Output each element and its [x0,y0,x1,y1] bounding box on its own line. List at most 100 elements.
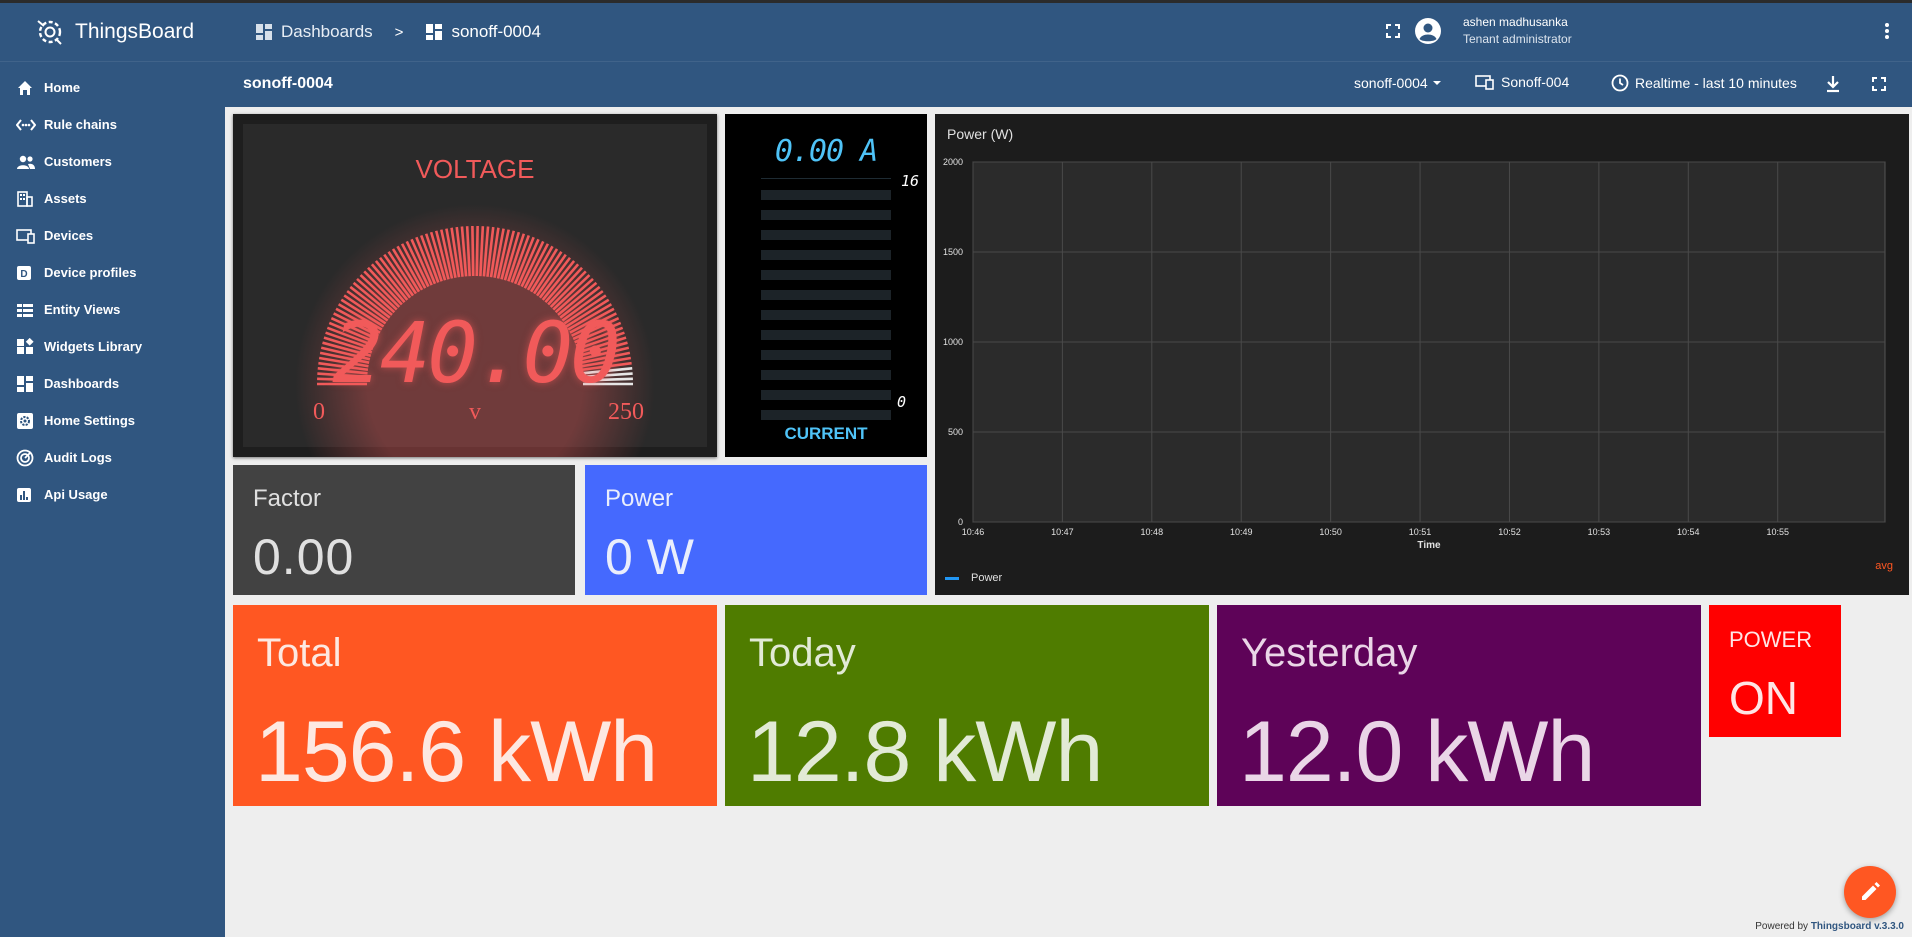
dashboard-icon [426,24,443,40]
gauge-tick [322,341,372,358]
gauge-tick [541,260,576,301]
gauge-tick [565,298,610,328]
power-status-card[interactable]: POWER ON [1709,605,1841,737]
gauge-tick [520,240,545,288]
top-toolbar: Dashboards > sonoff-0004 ashen madhusank… [225,3,1912,61]
gauge-tick [333,312,379,337]
sidebar-item-dashboards[interactable]: Dashboards [0,365,225,402]
edit-dashboard-button[interactable] [1844,866,1896,918]
gauge-tick [326,326,375,347]
breadcrumb-dashboards[interactable]: Dashboards [255,22,373,42]
gauge-tick [535,253,567,297]
avatar[interactable] [1414,17,1442,50]
gauge-tick [563,294,607,325]
gauge-tick [538,256,572,299]
gauge-tick [581,361,632,372]
sidebar-item-home-settings[interactable]: Home Settings [0,402,225,439]
gauge-tick [340,298,385,328]
today-card: Today 12.8 kWh [725,605,1209,806]
voltage-max: 250 [608,399,644,425]
sidebar-item-device-profiles[interactable]: D Device profiles [0,254,225,291]
gauge-tick [424,233,443,282]
gauge-tick [569,307,615,334]
gauge-tick [378,256,412,299]
chart-title: Power (W) [947,126,1014,142]
breadcrumb-separator: > [394,23,404,41]
current-level-segment [761,190,891,200]
gauge-tick [576,331,625,351]
gauge-tick [479,226,485,277]
total-title: Total [257,631,342,675]
gauge-tick [415,236,437,285]
gauge-tick [582,372,633,379]
sidebar-item-home[interactable]: Home [0,69,225,106]
sidebar-item-widgets-library[interactable]: Widgets Library [0,328,225,365]
dashboard-fullscreen-button[interactable] [1871,76,1887,97]
chart-y-tick-label: 1000 [943,337,963,347]
chart-legend[interactable]: Power [945,572,1002,584]
gauge-tick [363,270,401,308]
footer-link[interactable]: Thingsboard v.3.3.0 [1810,921,1904,932]
breadcrumb: Dashboards > sonoff-0004 [255,3,541,61]
state-select[interactable]: sonoff-0004 [1354,75,1442,91]
timewindow-button[interactable]: Realtime - last 10 minutes [1611,74,1797,92]
yesterday-value: 12.0 kWh [1239,704,1595,800]
chart-x-tick-label: 10:48 [1141,527,1164,537]
svg-text:D: D [20,269,27,280]
breadcrumb-current-label: sonoff-0004 [451,22,541,41]
sidebar-item-api-usage[interactable]: Api Usage [0,476,225,513]
voltage-value: 240.00 [332,304,620,402]
sidebar-item-rule-chains[interactable]: Rule chains [0,106,225,143]
gauge-tick [544,263,580,304]
current-level-segment [761,370,891,380]
factor-value: 0.00 [253,529,355,585]
chart-y-tick-label: 2000 [943,157,963,167]
gauge-tick [318,361,369,372]
sidebar-item-audit-logs[interactable]: Audit Logs [0,439,225,476]
export-button[interactable] [1825,75,1841,98]
gauge-tick [429,231,447,281]
gauge-tick [513,236,535,285]
sidebar-item-label: Rule chains [44,117,117,132]
fullscreen-icon [1386,24,1400,38]
gauge-tick [549,270,587,308]
voltage-gauge [295,204,655,457]
sidebar-item-label: Home [44,80,81,95]
gauge-tick [578,341,628,358]
gauge-tick [572,316,620,341]
gauge-tick [561,290,604,322]
user-menu-button[interactable] [1883,21,1891,46]
factor-card: Factor 0.00 [233,465,575,595]
gauge-tick [557,281,598,316]
gauge-tick [335,307,381,334]
fullscreen-button[interactable] [1385,23,1401,44]
chart-x-tick-label: 10:47 [1051,527,1074,537]
chart-x-tick-label: 10:54 [1677,527,1700,537]
gauge-tick [486,226,495,277]
gauge-ticks [317,226,633,386]
gauge-tick [465,226,471,277]
sidebar-item-assets[interactable]: Assets [0,180,225,217]
sidebar-item-label: Assets [44,191,87,206]
sidebar-item-devices[interactable]: Devices [0,217,225,254]
yesterday-title: Yesterday [1241,631,1418,675]
edit-icon [1862,882,1880,900]
current-level-bars [761,190,891,420]
dashboards-icon [256,24,272,40]
gauge-tick [523,243,550,289]
current-value: 0.00 A [774,134,878,169]
entity-select[interactable]: Sonoff-004 [1475,74,1569,90]
current-level-segment [761,230,891,240]
gauge-tick [323,336,373,354]
rule-chain-icon [16,118,44,132]
sidebar-item-entity-views[interactable]: Entity Views [0,291,225,328]
gauge-tick [582,367,633,375]
gauge-tick [317,372,368,379]
sidebar-item-customers[interactable]: Customers [0,143,225,180]
chart-x-tick-label: 10:49 [1230,527,1253,537]
logo[interactable]: ThingsBoard [0,3,225,62]
gauge-tick [400,243,427,289]
customers-icon [16,154,44,170]
voltage-min: 0 [313,399,325,425]
gauge-tick [359,274,398,311]
